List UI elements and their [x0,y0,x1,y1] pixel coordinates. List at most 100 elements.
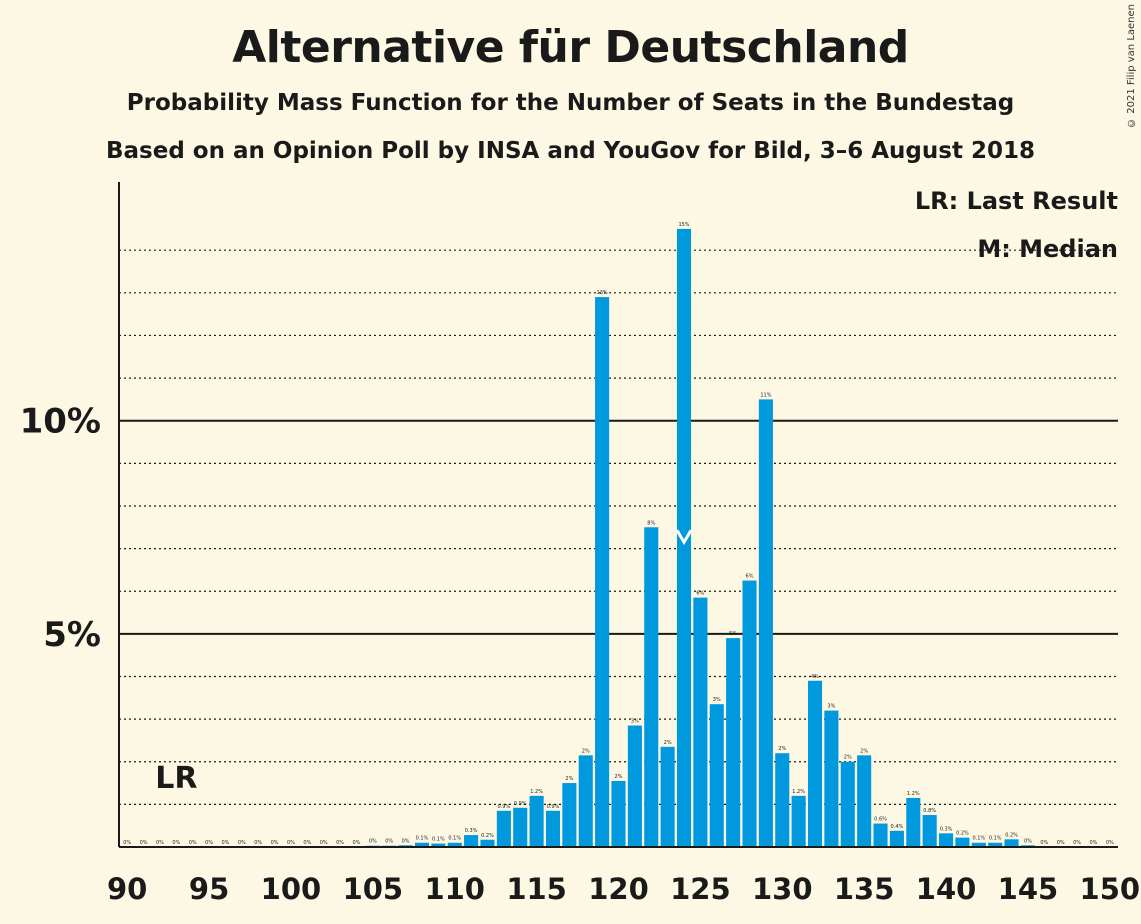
bar-data-label: 0% [402,838,410,844]
bar-data-label: 2% [565,776,573,782]
bar-data-label: 0.1% [989,836,1002,842]
bar-data-label: 0% [156,840,164,846]
grid-lines [119,249,1118,805]
bar [496,810,511,847]
x-tick-label: 150 [1080,872,1141,906]
bar-data-label: 0.8% [923,808,936,814]
bar [758,399,773,847]
bar-data-label: 13% [597,290,608,296]
x-tick-label: 140 [916,872,977,906]
bar [922,815,937,847]
bar-data-label: 0% [369,839,377,845]
bar-data-label: 1.2% [907,791,920,797]
bar [938,833,954,847]
axes: 5% 10% 90 95 100 105 110 115 120 125 130 135 140 145 1… [20,182,1140,906]
bar-data-label: 0% [303,840,311,846]
bar-data-label: 15% [678,222,689,228]
bar [791,795,806,847]
x-tick-label: 145 [998,872,1059,906]
bar-data-label: 1.2% [530,789,543,795]
bar-data-label: 3% [713,697,721,703]
bar-data-label: 0% [1024,838,1032,844]
bar [464,835,479,847]
bar-data-label: 1.2% [792,789,805,795]
bar-data-label: 0.2% [481,833,494,839]
bar [775,753,790,847]
bar-data-label: 0% [1040,840,1048,846]
bar [660,746,675,847]
x-tick-label: 100 [261,872,322,906]
bar [955,837,970,847]
bar-data-label: 0.1% [448,836,461,842]
bar-data-label: 6% [696,591,704,597]
bar [742,580,757,847]
bar-data-label: 0% [205,840,213,846]
bar-data-label: 4% [811,674,819,680]
bar [529,795,544,847]
bar-data-label: 0% [1073,840,1081,846]
bar-data-label: 3% [827,704,835,710]
bar-data-label: 0.1% [432,837,445,843]
bar [693,597,708,847]
bar-data-label: 0% [254,840,262,846]
bar [611,780,626,847]
bar-data-label: 2% [582,748,590,754]
bar-data-label: 2% [844,755,852,761]
bar [840,761,855,847]
bar [480,839,495,847]
bar-data-label: 0% [140,840,148,846]
bar [873,823,888,847]
y-tick-label: 5% [43,615,101,655]
x-tick-label: 125 [670,872,731,906]
bar [627,725,642,847]
bar-data-label: 0% [189,840,197,846]
bar [906,797,921,847]
bar-data-label: 0.3% [940,826,953,832]
chart-source-line: Based on an Opinion Poll by INSA and You… [106,138,1035,164]
bar-data-label: 0% [271,840,279,846]
x-tick-label: 115 [506,872,567,906]
bar-data-label: 8% [647,520,655,526]
bar [709,704,724,847]
bar-data-label: 0% [1057,840,1065,846]
bar-data-label: 0% [221,840,229,846]
bar [676,228,692,848]
bar-data-label: 2% [664,740,672,746]
bar [889,830,904,847]
bar-data-label: 0% [320,840,328,846]
x-tick-label: 95 [189,872,229,906]
bar [726,638,741,847]
bar-data-label: 0.9% [547,804,560,810]
bar-data-label: 2% [615,774,623,780]
x-tick-label: 135 [834,872,895,906]
legend-median: M: Median [977,235,1118,263]
x-tick-label: 110 [424,872,485,906]
bar [1004,839,1019,847]
bar [988,842,1003,847]
bar-data-label: 0.2% [1005,832,1018,838]
bar-data-label: 11% [760,392,771,398]
bar-data-label: 0.1% [416,836,429,842]
bar [595,297,610,847]
bar-data-label: 2% [860,748,868,754]
bar [971,842,986,847]
bar [857,755,872,847]
bar-data-label: 0% [1106,840,1114,846]
bar [562,783,577,847]
median-marker [675,529,693,546]
bar [447,842,462,847]
y-tick-label: 10% [20,402,101,442]
bar-data-label: 0% [172,840,180,846]
bar-data-label: 6% [746,574,754,580]
bar-data-label: 0.9% [514,801,527,807]
bar-data-label: 0% [352,840,360,846]
bar [578,755,593,847]
bar-data-label: 5% [729,631,737,637]
bar [824,710,839,847]
bar [431,843,446,847]
bar-data-label: 0% [238,840,246,846]
bar-data-label: 0.3% [465,828,478,834]
bar [513,807,528,847]
x-tick-label: 105 [343,872,404,906]
